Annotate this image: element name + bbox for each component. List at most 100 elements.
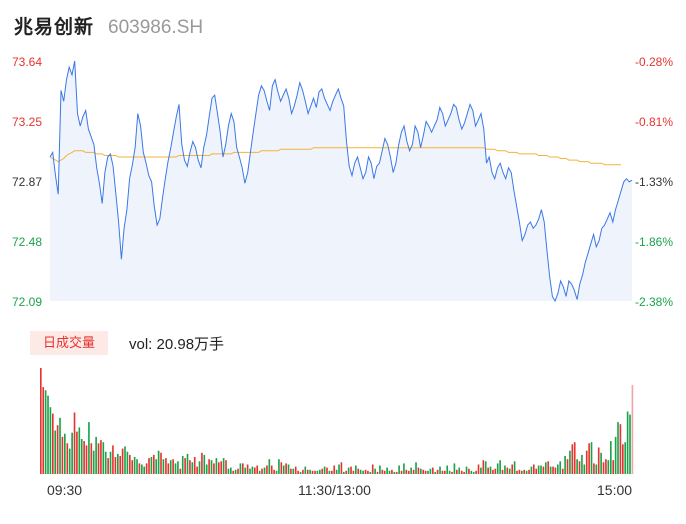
volume-bar	[412, 469, 415, 474]
volume-bar	[40, 368, 42, 474]
volume-bar	[499, 460, 501, 474]
volume-bar	[193, 457, 196, 474]
volume-bar	[169, 460, 172, 474]
volume-bar	[422, 469, 425, 474]
volume-bar	[355, 465, 357, 474]
volume-bar	[489, 466, 492, 474]
volume-bar	[492, 469, 494, 474]
volume-bar	[174, 463, 177, 474]
volume-bar	[263, 467, 266, 474]
price-axis-label: 73.64	[12, 55, 43, 69]
volume-bar	[54, 430, 57, 474]
volume-bar	[292, 468, 295, 474]
volume-bar	[205, 464, 208, 474]
volume-bar	[496, 463, 499, 474]
volume-bar	[338, 464, 340, 474]
volume-bar	[208, 459, 210, 474]
volume-bar	[597, 447, 600, 474]
volume-bar	[381, 469, 384, 474]
volume-bar	[590, 442, 593, 474]
stock-code: 603986.SH	[108, 17, 204, 38]
volume-bar	[614, 436, 617, 474]
volume-bar	[232, 470, 235, 474]
volume-bar	[311, 470, 314, 474]
volume-bar	[439, 466, 441, 474]
volume-bar	[484, 461, 487, 474]
volume-bar	[49, 407, 52, 474]
volume-bar	[297, 470, 299, 474]
volume-bar	[131, 460, 134, 474]
volume-bar	[578, 461, 581, 474]
volume-bar	[508, 468, 511, 474]
volume-bar	[227, 468, 230, 474]
volume-bar	[198, 461, 201, 474]
volume-bar	[468, 468, 470, 474]
volume-bar	[282, 465, 285, 474]
volume-bar	[201, 452, 203, 474]
volume-bar	[581, 454, 583, 474]
volume-bar	[585, 450, 588, 474]
volume-bar	[434, 471, 437, 474]
volume-bar	[304, 466, 307, 474]
volume-bar	[444, 470, 446, 474]
volume-bar	[278, 459, 280, 474]
volume-bar	[68, 448, 71, 474]
volume-readout: vol: 20.98万手	[129, 336, 225, 353]
volume-bar	[371, 464, 374, 474]
volume-bar	[177, 461, 179, 474]
volume-bar	[112, 445, 114, 474]
volume-bar	[47, 395, 49, 474]
volume-bar	[436, 469, 439, 474]
volume-bar	[129, 454, 131, 474]
volume-bar	[458, 467, 461, 474]
volume-bar	[340, 462, 343, 474]
volume-bar	[150, 457, 153, 474]
volume-bar	[114, 457, 117, 474]
volume-bar	[335, 469, 338, 474]
volume-bar	[357, 468, 360, 474]
percent-axis-label: -1.86%	[634, 235, 673, 249]
volume-bar	[463, 471, 465, 474]
volume-bar	[600, 452, 602, 474]
volume-bar	[561, 468, 564, 474]
volume-bar	[415, 462, 417, 474]
volume-bar	[362, 470, 364, 474]
volume-bar	[513, 461, 516, 474]
volume-bar	[460, 470, 463, 474]
volume-bar	[234, 469, 237, 474]
volume-bar	[42, 387, 45, 474]
volume-bar	[622, 444, 624, 474]
time-axis-label: 11:30/13:00	[298, 482, 371, 498]
volume-tab-badge[interactable]: 日成交量	[30, 331, 108, 355]
volume-bar	[410, 467, 412, 474]
volume-bar	[345, 470, 348, 474]
volume-bar	[369, 471, 372, 474]
volume-bar	[540, 465, 542, 474]
volume-bar	[383, 470, 386, 474]
volume-bar	[141, 464, 143, 474]
volume-bar	[388, 470, 391, 474]
volume-bar	[511, 464, 514, 474]
volume-bar	[83, 441, 85, 474]
volume-bar	[186, 453, 189, 474]
volume-bar	[319, 469, 321, 474]
volume-bar	[280, 462, 283, 474]
volume-bar	[246, 464, 249, 474]
volume-bar	[143, 466, 146, 474]
volume-bar	[294, 466, 297, 474]
time-axis-label: 15:00	[597, 482, 633, 498]
volume-bar	[299, 471, 302, 474]
stock-name: 兆易创新	[14, 17, 95, 38]
volume-bar	[179, 468, 182, 474]
volume-bar	[559, 461, 562, 474]
volume-bar	[446, 465, 449, 474]
price-line	[49, 60, 633, 303]
volume-bar	[191, 462, 194, 474]
percent-axis-label: -1.33%	[634, 175, 673, 189]
volume-bar	[88, 422, 90, 474]
volume-bar	[44, 390, 47, 474]
price-area-fill	[50, 61, 632, 301]
volume-bar	[566, 459, 569, 474]
volume-bar	[80, 439, 83, 474]
